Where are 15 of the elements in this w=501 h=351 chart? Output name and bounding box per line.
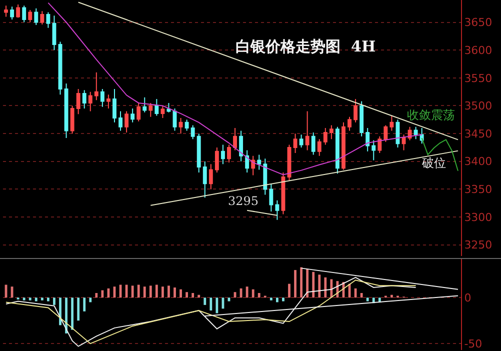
y-tick-label: 0 [464, 291, 472, 304]
annotation: 收敛震荡 [407, 108, 455, 122]
y-tick-label: 3600 [464, 44, 492, 57]
y-tick-label: 3650 [464, 16, 492, 30]
y-tick-label: 3450 [464, 127, 492, 140]
y-tick-label: -50 [464, 337, 482, 350]
y-tick-label: 3300 [464, 210, 492, 224]
y-tick-label: 3400 [464, 155, 492, 168]
annotation: 破位 [421, 156, 446, 170]
y-tick-label: 3550 [464, 72, 492, 85]
annotation: 3295 [228, 194, 259, 208]
y-tick-label: 3350 [464, 183, 492, 196]
y-tick-label: 3250 [464, 238, 492, 252]
text: 白银价格走势图 4H [236, 38, 376, 56]
y-tick-label: 3500 [464, 100, 492, 113]
